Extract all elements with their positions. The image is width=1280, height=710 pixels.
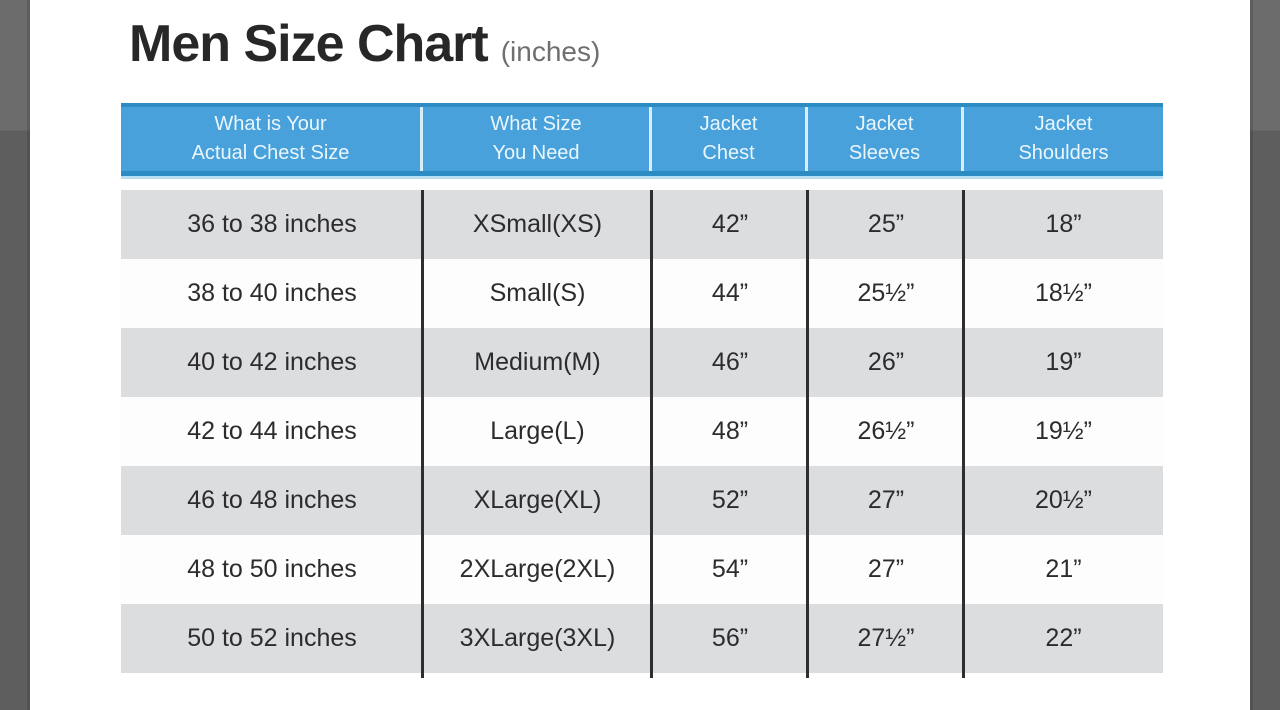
table-cell: 36 to 38 inches <box>187 210 357 238</box>
table-row: 42 to 44 inches Large(L) 48” 26½” 19½” <box>121 397 1163 466</box>
table-row: 48 to 50 inches 2XLarge(2XL) 54” 27” 21” <box>121 535 1163 604</box>
table-cell: 52” <box>711 486 749 514</box>
table-cell: 46” <box>711 348 749 376</box>
page-title: Men Size Chart <box>129 15 489 73</box>
table-cell: Large(L) <box>490 417 585 445</box>
table-cell: 26½” <box>857 417 915 445</box>
column-divider <box>962 190 965 678</box>
table-cell: XLarge(XL) <box>473 486 602 514</box>
table-cell: XSmall(XS) <box>472 210 603 238</box>
table-cell: 44” <box>711 279 749 307</box>
table-cell: 27½” <box>857 624 915 652</box>
table-cell: 46 to 48 inches <box>187 486 357 514</box>
table-header-row: What is Your Actual Chest Size What Size Yo… <box>121 103 1163 176</box>
column-header: What Size You Need <box>423 107 652 171</box>
table-row: 46 to 48 inches XLarge(XL) 52” 27” 20½” <box>121 466 1163 535</box>
column-header: What is Your Actual Chest Size <box>121 107 423 171</box>
column-header: Jacket Chest <box>652 107 808 171</box>
column-divider <box>650 190 653 678</box>
table-row: 38 to 40 inches Small(S) 44” 25½” 18½” <box>121 259 1163 328</box>
table-cell: 27” <box>867 555 905 583</box>
table-cell: 42 to 44 inches <box>187 417 357 445</box>
table-cell: 3XLarge(3XL) <box>459 624 616 652</box>
left-edge-bar <box>0 0 30 710</box>
table-cell: 2XLarge(2XL) <box>459 555 616 583</box>
size-chart-table: What is Your Actual Chest Size What Size Yo… <box>121 103 1163 678</box>
table-cell: 56” <box>711 624 749 652</box>
table-cell: 27” <box>867 486 905 514</box>
table-cell: 48” <box>711 417 749 445</box>
table-cell: 25” <box>867 210 905 238</box>
table-cell: 38 to 40 inches <box>187 279 357 307</box>
table-cell: 19” <box>1045 348 1082 376</box>
table-cell: 50 to 52 inches <box>187 624 357 652</box>
column-divider <box>806 190 809 678</box>
table-cell: Medium(M) <box>474 348 601 376</box>
table-cell: 22” <box>1045 624 1082 652</box>
page-title-suffix: (inches) <box>500 36 601 67</box>
table-cell: 21” <box>1045 555 1082 583</box>
table-cell: Small(S) <box>489 279 586 307</box>
column-divider <box>421 190 424 678</box>
table-row: 50 to 52 inches 3XLarge(3XL) 56” 27½” 22” <box>121 604 1163 673</box>
table-cell: 26” <box>867 348 905 376</box>
table-cell: 25½” <box>857 279 915 307</box>
table-row: 40 to 42 inches Medium(M) 46” 26” 19” <box>121 328 1163 397</box>
title-row: Men Size Chart (inches) <box>129 14 600 74</box>
column-header: Jacket Shoulders <box>1018 113 1109 164</box>
table-cell: 42” <box>711 210 749 238</box>
table-row: 36 to 38 inches XSmall(XS) 42” 25” 18” <box>121 190 1163 259</box>
table-body: 36 to 38 inches XSmall(XS) 42” 25” 18” 38 to … <box>121 190 1163 678</box>
table-cell: 48 to 50 inches <box>187 555 357 583</box>
table-cell: 20½” <box>1035 486 1092 514</box>
table-cell: 40 to 42 inches <box>187 348 357 376</box>
table-cell: 54” <box>711 555 749 583</box>
column-header: Jacket Sleeves <box>808 107 964 171</box>
right-edge-bar <box>1250 0 1280 710</box>
table-cell: 19½” <box>1035 417 1092 445</box>
table-cell: 18½” <box>1035 279 1092 307</box>
table-cell: 18” <box>1045 210 1082 238</box>
